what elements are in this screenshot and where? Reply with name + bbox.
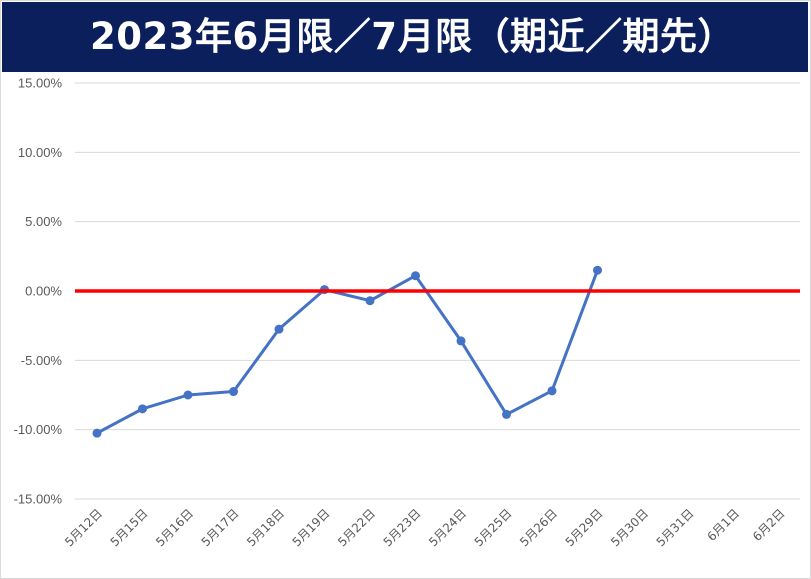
x-tick-label: 5月12日 xyxy=(62,506,105,549)
x-tick-label: 5月22日 xyxy=(335,506,378,549)
data-point xyxy=(593,265,602,275)
data-point xyxy=(456,336,466,346)
y-tick-label: -10.00% xyxy=(14,422,63,437)
data-point xyxy=(183,390,193,400)
chart-title: 2023年6月限／7月限（期近／期先） xyxy=(90,15,735,58)
data-point xyxy=(229,387,238,397)
x-tick-label: 5月15日 xyxy=(108,506,151,549)
x-tick-label: 5月26日 xyxy=(517,506,560,549)
data-point xyxy=(138,404,147,414)
x-tick-label: 5月30日 xyxy=(608,506,651,549)
y-tick-label: 5.00% xyxy=(25,214,62,229)
data-point xyxy=(411,271,420,281)
x-tick-label: 5月18日 xyxy=(244,506,287,549)
data-point xyxy=(274,324,284,334)
data-point xyxy=(502,409,511,419)
y-tick-label: -5.00% xyxy=(21,353,63,368)
x-tick-label: 5月25日 xyxy=(472,506,515,549)
x-tick-label: 5月24日 xyxy=(426,506,469,549)
data-point xyxy=(92,428,102,438)
series-line xyxy=(95,268,599,435)
x-tick-label: 5月16日 xyxy=(153,506,196,549)
y-tick-label: 15.00% xyxy=(18,76,63,91)
y-tick-label: 0.00% xyxy=(25,284,62,299)
y-tick-label: -15.00% xyxy=(14,492,63,507)
title-bar: 2023年6月限／7月限（期近／期先） xyxy=(2,2,808,72)
series-group xyxy=(92,265,602,438)
data-point xyxy=(547,386,557,396)
x-tick-label: 5月17日 xyxy=(199,506,242,549)
y-tick-label: 10.00% xyxy=(18,145,63,160)
x-tick-label: 5月23日 xyxy=(381,506,424,549)
x-tick-label: 5月31日 xyxy=(654,506,697,549)
x-tick-label: 5月19日 xyxy=(290,506,333,549)
y-axis-ticks: 15.00% 10.00% 5.00% 0.00% -5.00% -10.00% -15.0… xyxy=(14,76,63,507)
x-axis-ticks: 5月12日 5月15日 5月16日 5月17日 5月18日 5月19日 5月22日 5月23日… xyxy=(62,506,788,549)
data-point xyxy=(365,296,375,306)
x-tick-label: 6月1日 xyxy=(704,506,742,544)
x-tick-label: 6月2日 xyxy=(750,506,788,544)
x-tick-label: 5月29日 xyxy=(563,506,606,549)
